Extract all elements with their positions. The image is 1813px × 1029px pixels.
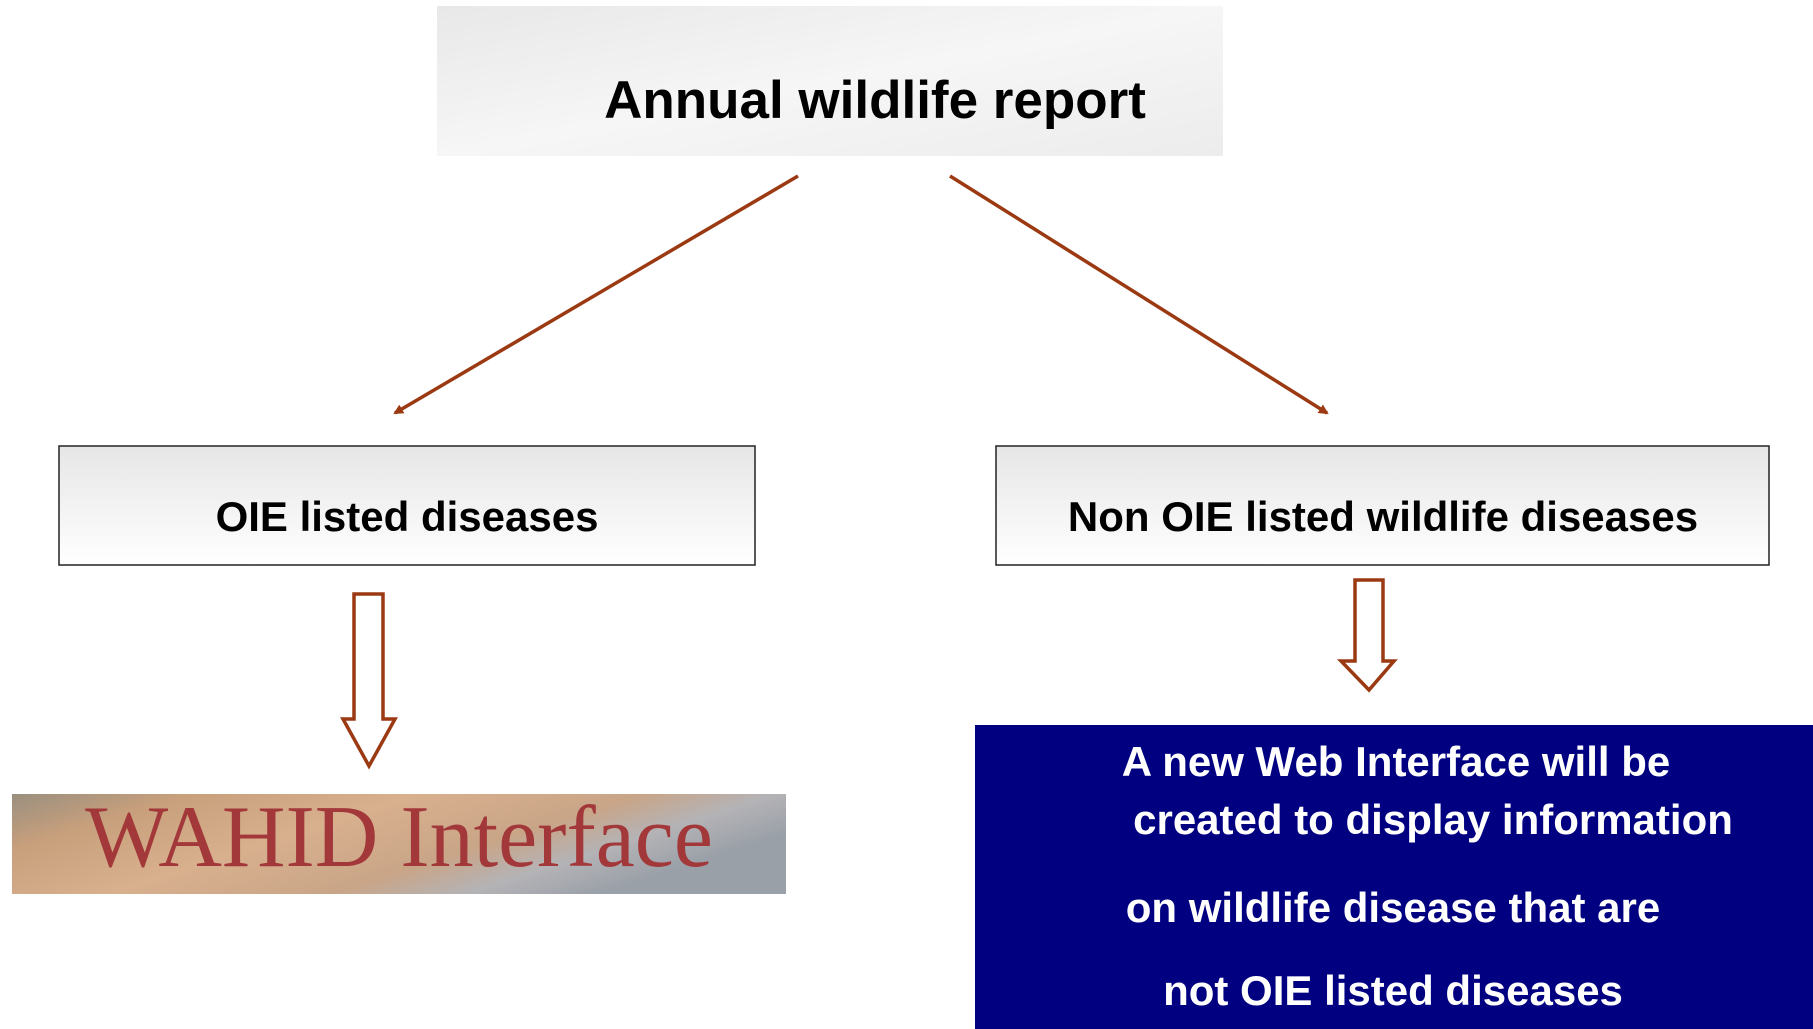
- down-arrow: [343, 594, 395, 766]
- arrow: [395, 176, 798, 413]
- branch-label: Non OIE listed wildlife diseases: [1068, 493, 1698, 540]
- result-line: A new Web Interface will be: [1122, 738, 1670, 785]
- diagram: Annual wildlife report OIE listed diseas…: [0, 0, 1813, 1029]
- result-line: created to display information: [1133, 796, 1733, 843]
- down-arrow: [1341, 580, 1394, 690]
- arrow: [950, 176, 1327, 413]
- branch-label: OIE listed diseases: [216, 493, 599, 540]
- result-line: not OIE listed diseases: [1163, 967, 1623, 1014]
- title: Annual wildlife report: [604, 71, 1146, 130]
- result-line: on wildlife disease that are: [1126, 884, 1661, 931]
- wahid-text: WAHID Interface: [85, 789, 713, 886]
